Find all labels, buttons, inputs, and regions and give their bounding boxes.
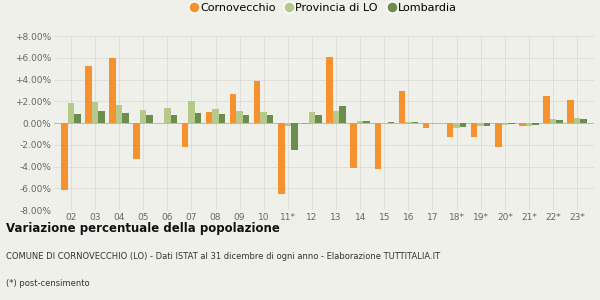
Bar [302, 123, 308, 124]
Bar [61, 123, 68, 190]
Text: COMUNE DI CORNOVECCHIO (LO) - Dati ISTAT al 31 dicembre di ogni anno - Elaborazi: COMUNE DI CORNOVECCHIO (LO) - Dati ISTAT… [6, 252, 440, 261]
Bar [447, 123, 454, 137]
Bar [284, 123, 291, 126]
Bar [340, 106, 346, 123]
Bar [364, 121, 370, 123]
Bar [502, 123, 508, 125]
Bar [580, 119, 587, 123]
Bar [495, 123, 502, 147]
Bar [550, 119, 556, 123]
Bar [412, 122, 418, 123]
Bar [388, 122, 394, 123]
Bar [236, 111, 243, 123]
Bar [133, 123, 140, 159]
Bar [122, 113, 129, 123]
Bar [116, 104, 122, 123]
Bar [164, 108, 170, 123]
Bar [140, 110, 146, 123]
Bar [568, 100, 574, 123]
Bar [357, 121, 364, 123]
Text: Variazione percentuale della popolazione: Variazione percentuale della popolazione [6, 222, 280, 235]
Bar [460, 123, 466, 127]
Bar [543, 96, 550, 123]
Bar [508, 123, 515, 124]
Bar [206, 112, 212, 123]
Bar [532, 123, 539, 125]
Bar [308, 112, 315, 123]
Bar [423, 123, 429, 128]
Bar [254, 81, 260, 123]
Bar [574, 118, 580, 123]
Bar [182, 123, 188, 147]
Bar [212, 109, 219, 123]
Bar [374, 123, 381, 169]
Bar [92, 102, 98, 123]
Bar [243, 116, 250, 123]
Bar [188, 101, 194, 123]
Bar [526, 123, 532, 126]
Bar [405, 122, 412, 123]
Bar [260, 112, 267, 123]
Bar [478, 123, 484, 126]
Bar [267, 116, 274, 123]
Bar [219, 114, 225, 123]
Bar [291, 123, 298, 150]
Bar [68, 103, 74, 123]
Text: (*) post-censimento: (*) post-censimento [6, 279, 89, 288]
Bar [109, 58, 116, 123]
Bar [315, 116, 322, 123]
Bar [398, 92, 405, 123]
Bar [85, 67, 92, 123]
Bar [350, 123, 357, 168]
Bar [556, 120, 563, 123]
Bar [278, 123, 284, 194]
Bar [74, 114, 80, 123]
Bar [194, 113, 201, 123]
Bar [454, 123, 460, 128]
Bar [484, 123, 490, 126]
Bar [170, 116, 177, 123]
Bar [471, 123, 478, 137]
Bar [326, 57, 333, 123]
Bar [519, 123, 526, 126]
Bar [98, 111, 105, 123]
Bar [146, 116, 153, 123]
Legend: Cornovecchio, Provincia di LO, Lombardia: Cornovecchio, Provincia di LO, Lombardia [191, 3, 457, 13]
Bar [230, 94, 236, 123]
Bar [333, 111, 340, 123]
